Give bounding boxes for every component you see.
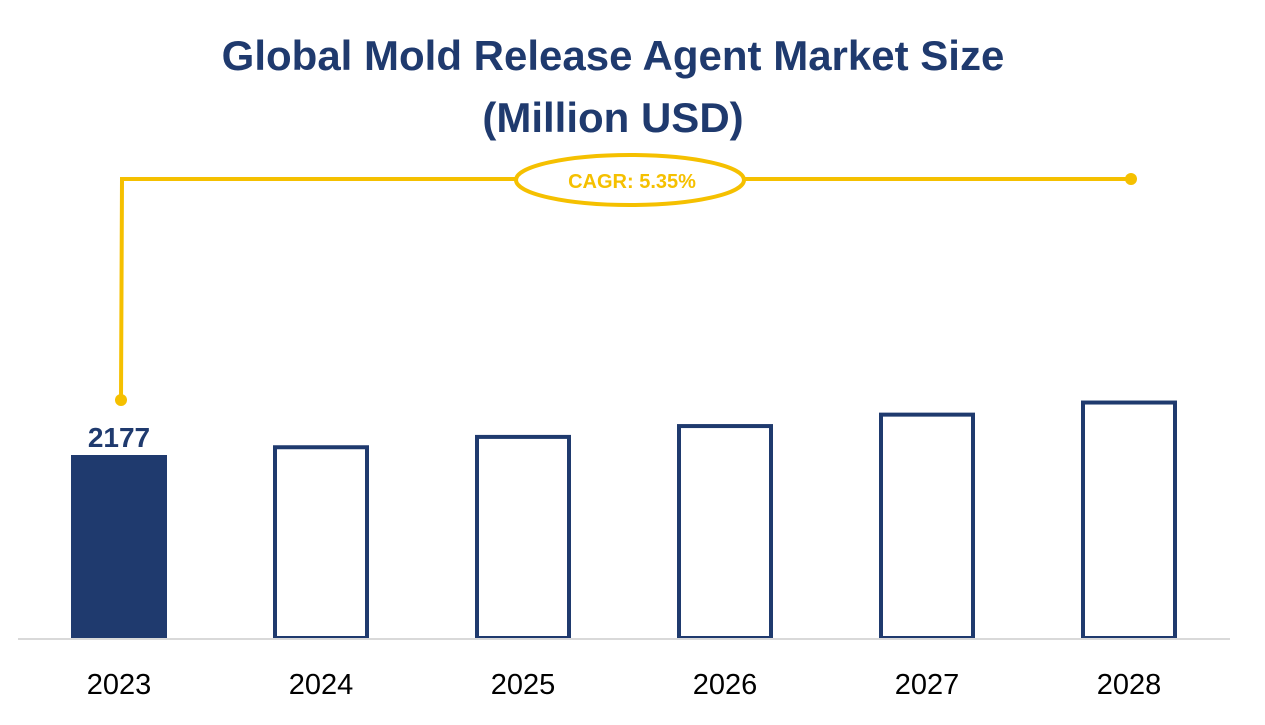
- cagr-connector-line: [119, 177, 517, 401]
- x-axis-ticks: 2023 2024 2025 2026 2027 2028: [87, 669, 1162, 701]
- bar-2023: [71, 455, 167, 638]
- bar-2026: [677, 424, 773, 640]
- bar-2028: [1081, 400, 1177, 641]
- bar-2027: [879, 412, 975, 641]
- chart-title-line-1: Global Mold Release Agent Market Size: [222, 32, 1005, 79]
- data-label-2023: 2177: [88, 422, 150, 453]
- cagr-annotation: CAGR: 5.35%: [115, 153, 1137, 406]
- x-tick-label-2028: 2028: [1097, 669, 1162, 701]
- data-labels: 2177: [88, 422, 150, 453]
- cagr-start-dot: [115, 394, 127, 406]
- cagr-ellipse: [514, 153, 746, 207]
- cagr-label: CAGR: 5.35%: [568, 171, 696, 193]
- x-tick-label-2025: 2025: [491, 669, 556, 701]
- bar-2024: [273, 445, 369, 640]
- x-tick-label-2024: 2024: [289, 669, 354, 701]
- x-tick-label-2026: 2026: [693, 669, 758, 701]
- bar-2025: [475, 434, 571, 640]
- x-tick-label-2027: 2027: [895, 669, 960, 701]
- bars: [71, 400, 1177, 641]
- cagr-end-dot: [1125, 173, 1137, 185]
- x-tick-label-2023: 2023: [87, 669, 152, 701]
- chart-title-line-2: (Million USD): [482, 94, 743, 141]
